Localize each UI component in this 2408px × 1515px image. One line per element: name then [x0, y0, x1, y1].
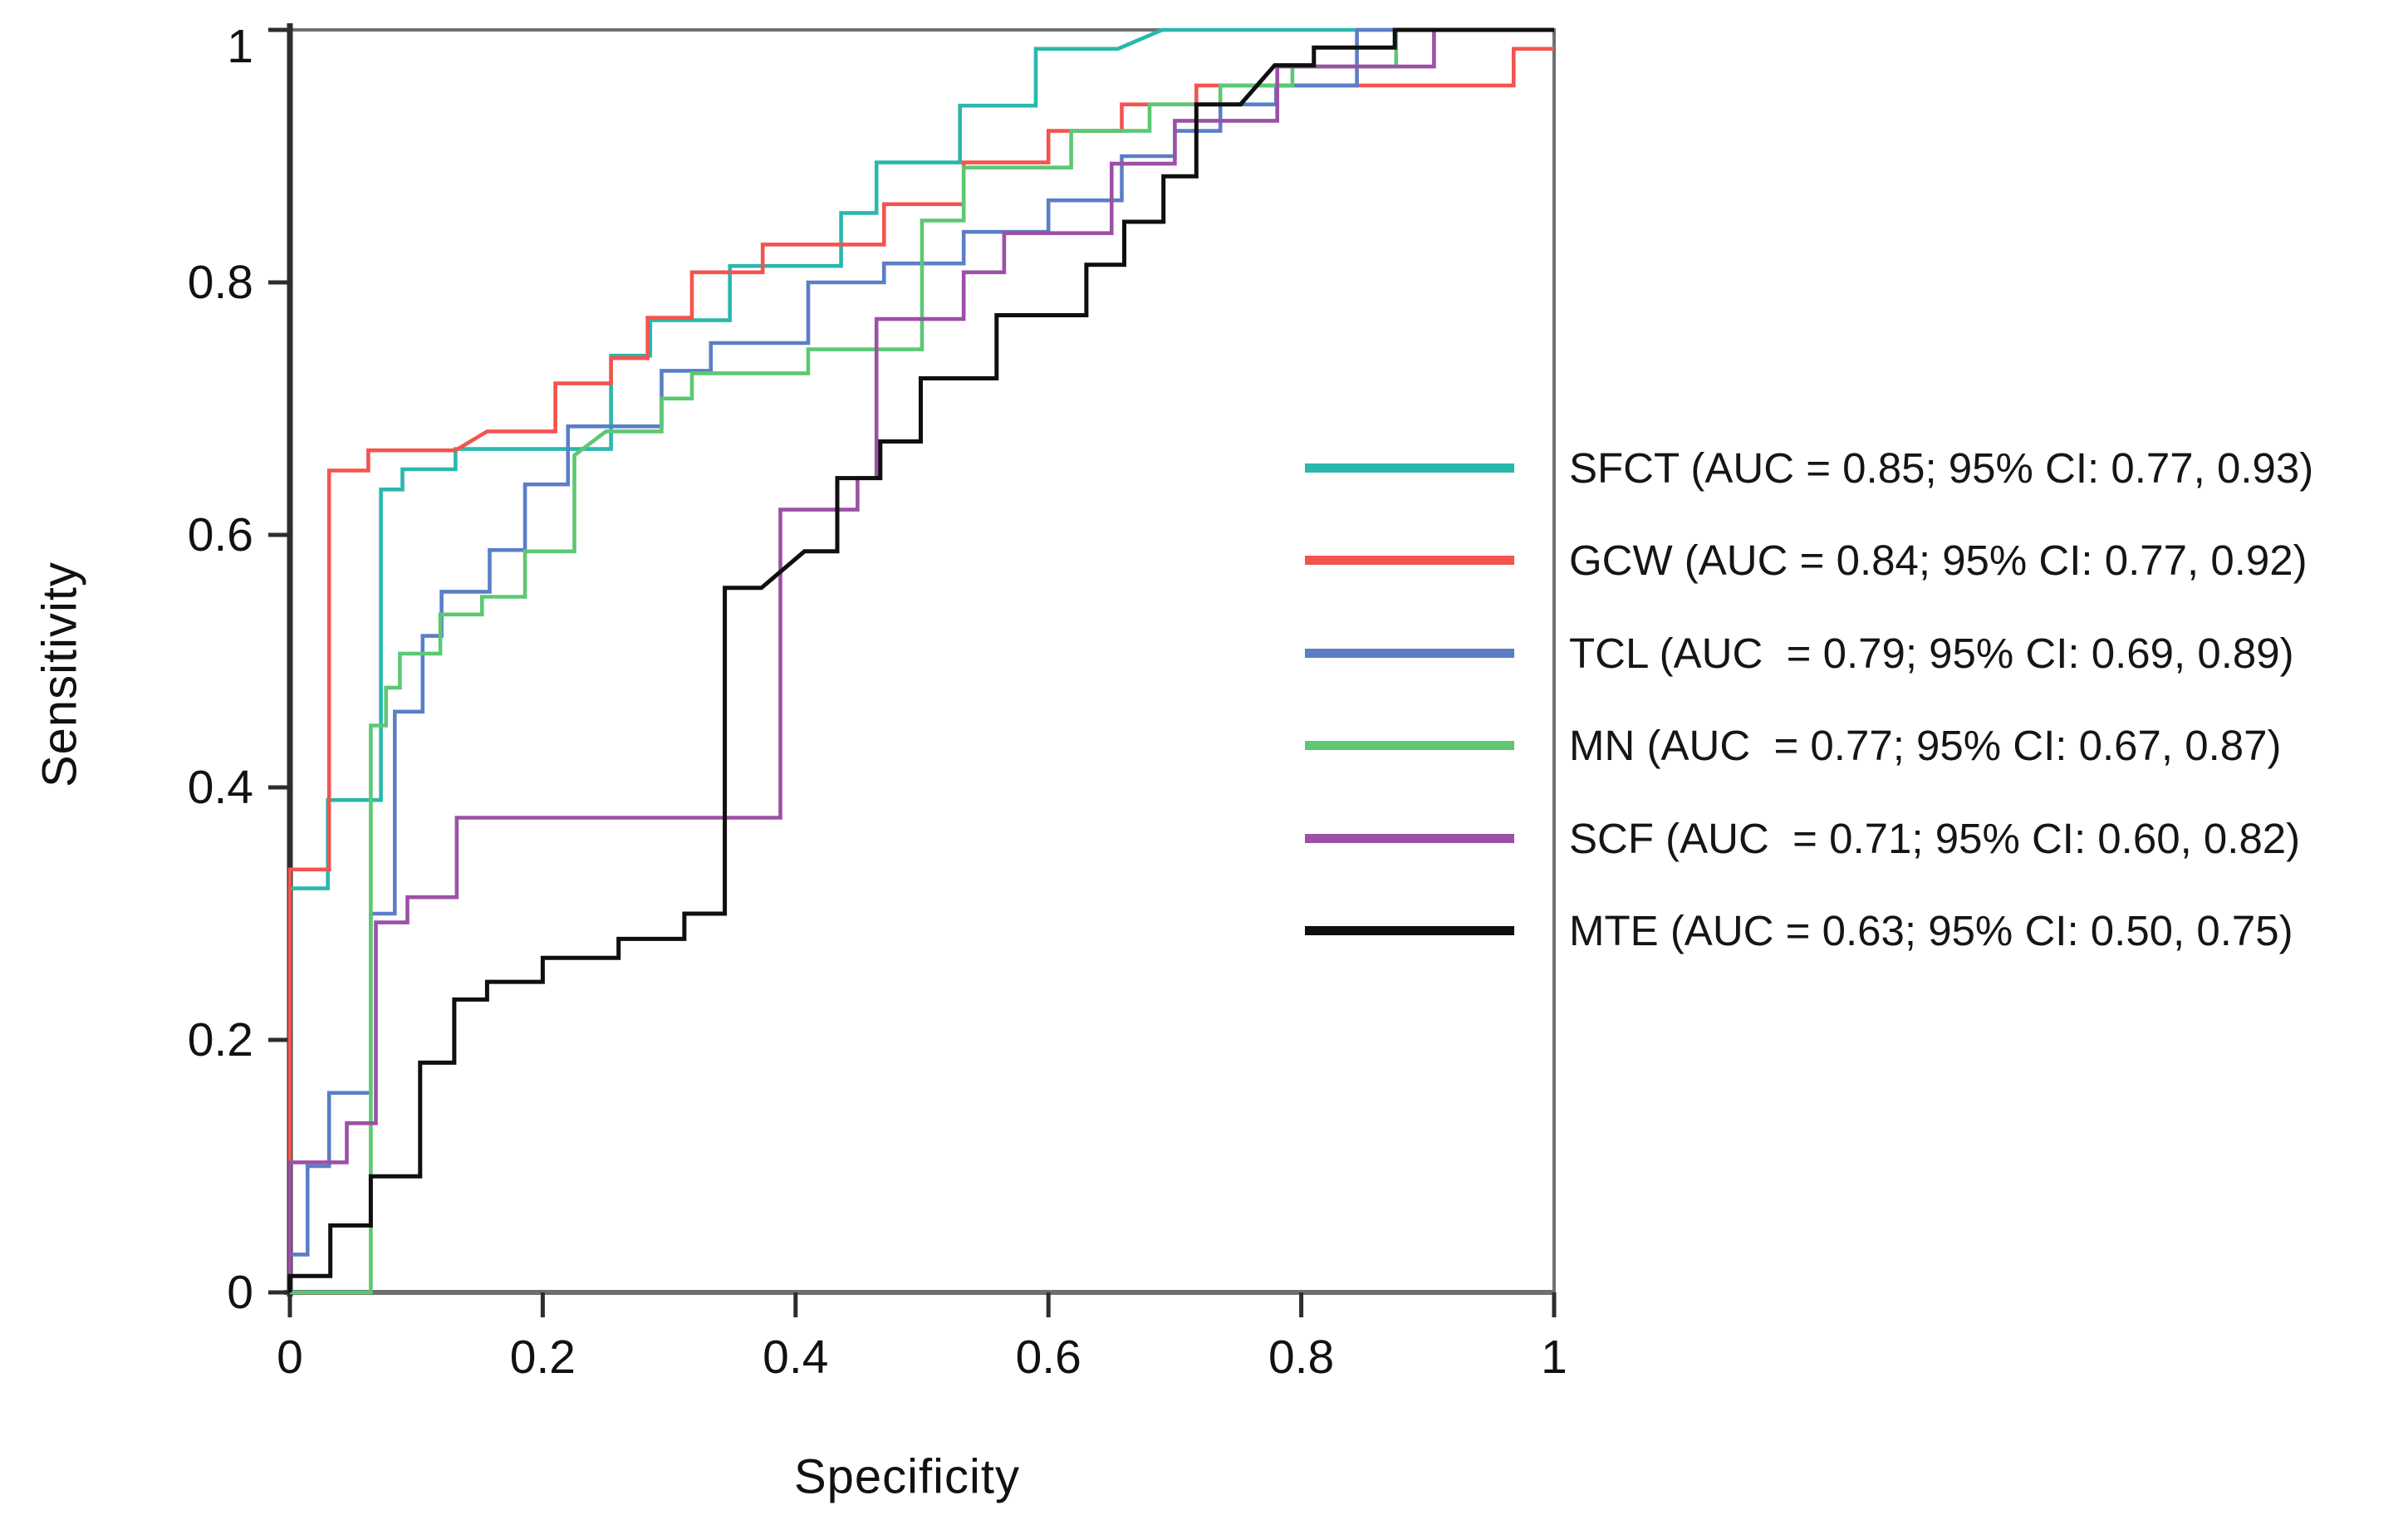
- y-tick-label: 0.2: [188, 1013, 253, 1066]
- x-tick-label: 0: [277, 1331, 303, 1384]
- legend-item-gcw: GCW (AUC = 0.84; 95% CI: 0.77, 0.92): [1305, 522, 2307, 597]
- x-tick-label: 1: [1541, 1331, 1567, 1384]
- roc-curve-sfct: [287, 27, 1554, 1292]
- y-axis-title: Sensitivity: [32, 561, 87, 788]
- y-tick-label: 0: [227, 1266, 253, 1319]
- y-tick-label: 0.8: [188, 256, 253, 309]
- legend-swatch-scf: [1305, 833, 1514, 843]
- legend-item-mte: MTE (AUC = 0.63; 95% CI: 0.50, 0.75): [1305, 893, 2293, 968]
- legend-item-mn: MN (AUC = 0.77; 95% CI: 0.67, 0.87): [1305, 708, 2281, 782]
- x-tick-label: 0.8: [1268, 1331, 1334, 1384]
- y-tick-label: 0.6: [188, 508, 253, 561]
- roc-curve-gcw: [287, 47, 1554, 1292]
- legend-swatch-mn: [1305, 740, 1514, 750]
- legend-label-scf: SCF (AUC = 0.71; 95% CI: 0.60, 0.82): [1569, 814, 2301, 862]
- legend-item-tcl: TCL (AUC = 0.79; 95% CI: 0.69, 0.89): [1305, 615, 2294, 690]
- x-axis-title: Specificity: [793, 1449, 1021, 1504]
- legend-swatch-gcw: [1305, 555, 1514, 565]
- legend-label-mn: MN (AUC = 0.77; 95% CI: 0.67, 0.87): [1569, 721, 2282, 769]
- legend-label-tcl: TCL (AUC = 0.79; 95% CI: 0.69, 0.89): [1569, 629, 2294, 677]
- x-tick-label: 0.2: [510, 1331, 576, 1384]
- x-tick-label: 0.6: [1016, 1331, 1081, 1384]
- x-tick-label: 0.4: [763, 1331, 828, 1384]
- y-tick-label: 0.4: [188, 761, 253, 814]
- legend-item-scf: SCF (AUC = 0.71; 95% CI: 0.60, 0.82): [1305, 801, 2300, 875]
- legend-swatch-sfct: [1305, 463, 1514, 473]
- roc-curve-mte: [287, 27, 1554, 1292]
- y-tick-label: 1: [227, 20, 253, 73]
- legend-swatch-mte: [1305, 925, 1514, 935]
- legend-swatch-tcl: [1305, 648, 1514, 658]
- legend-label-sfct: SFCT (AUC = 0.85; 95% CI: 0.77, 0.93): [1569, 444, 2314, 492]
- legend-item-sfct: SFCT (AUC = 0.85; 95% CI: 0.77, 0.93): [1305, 430, 2313, 505]
- legend-label-mte: MTE (AUC = 0.63; 95% CI: 0.50, 0.75): [1569, 906, 2293, 954]
- legend-label-gcw: GCW (AUC = 0.84; 95% CI: 0.77, 0.92): [1569, 536, 2307, 584]
